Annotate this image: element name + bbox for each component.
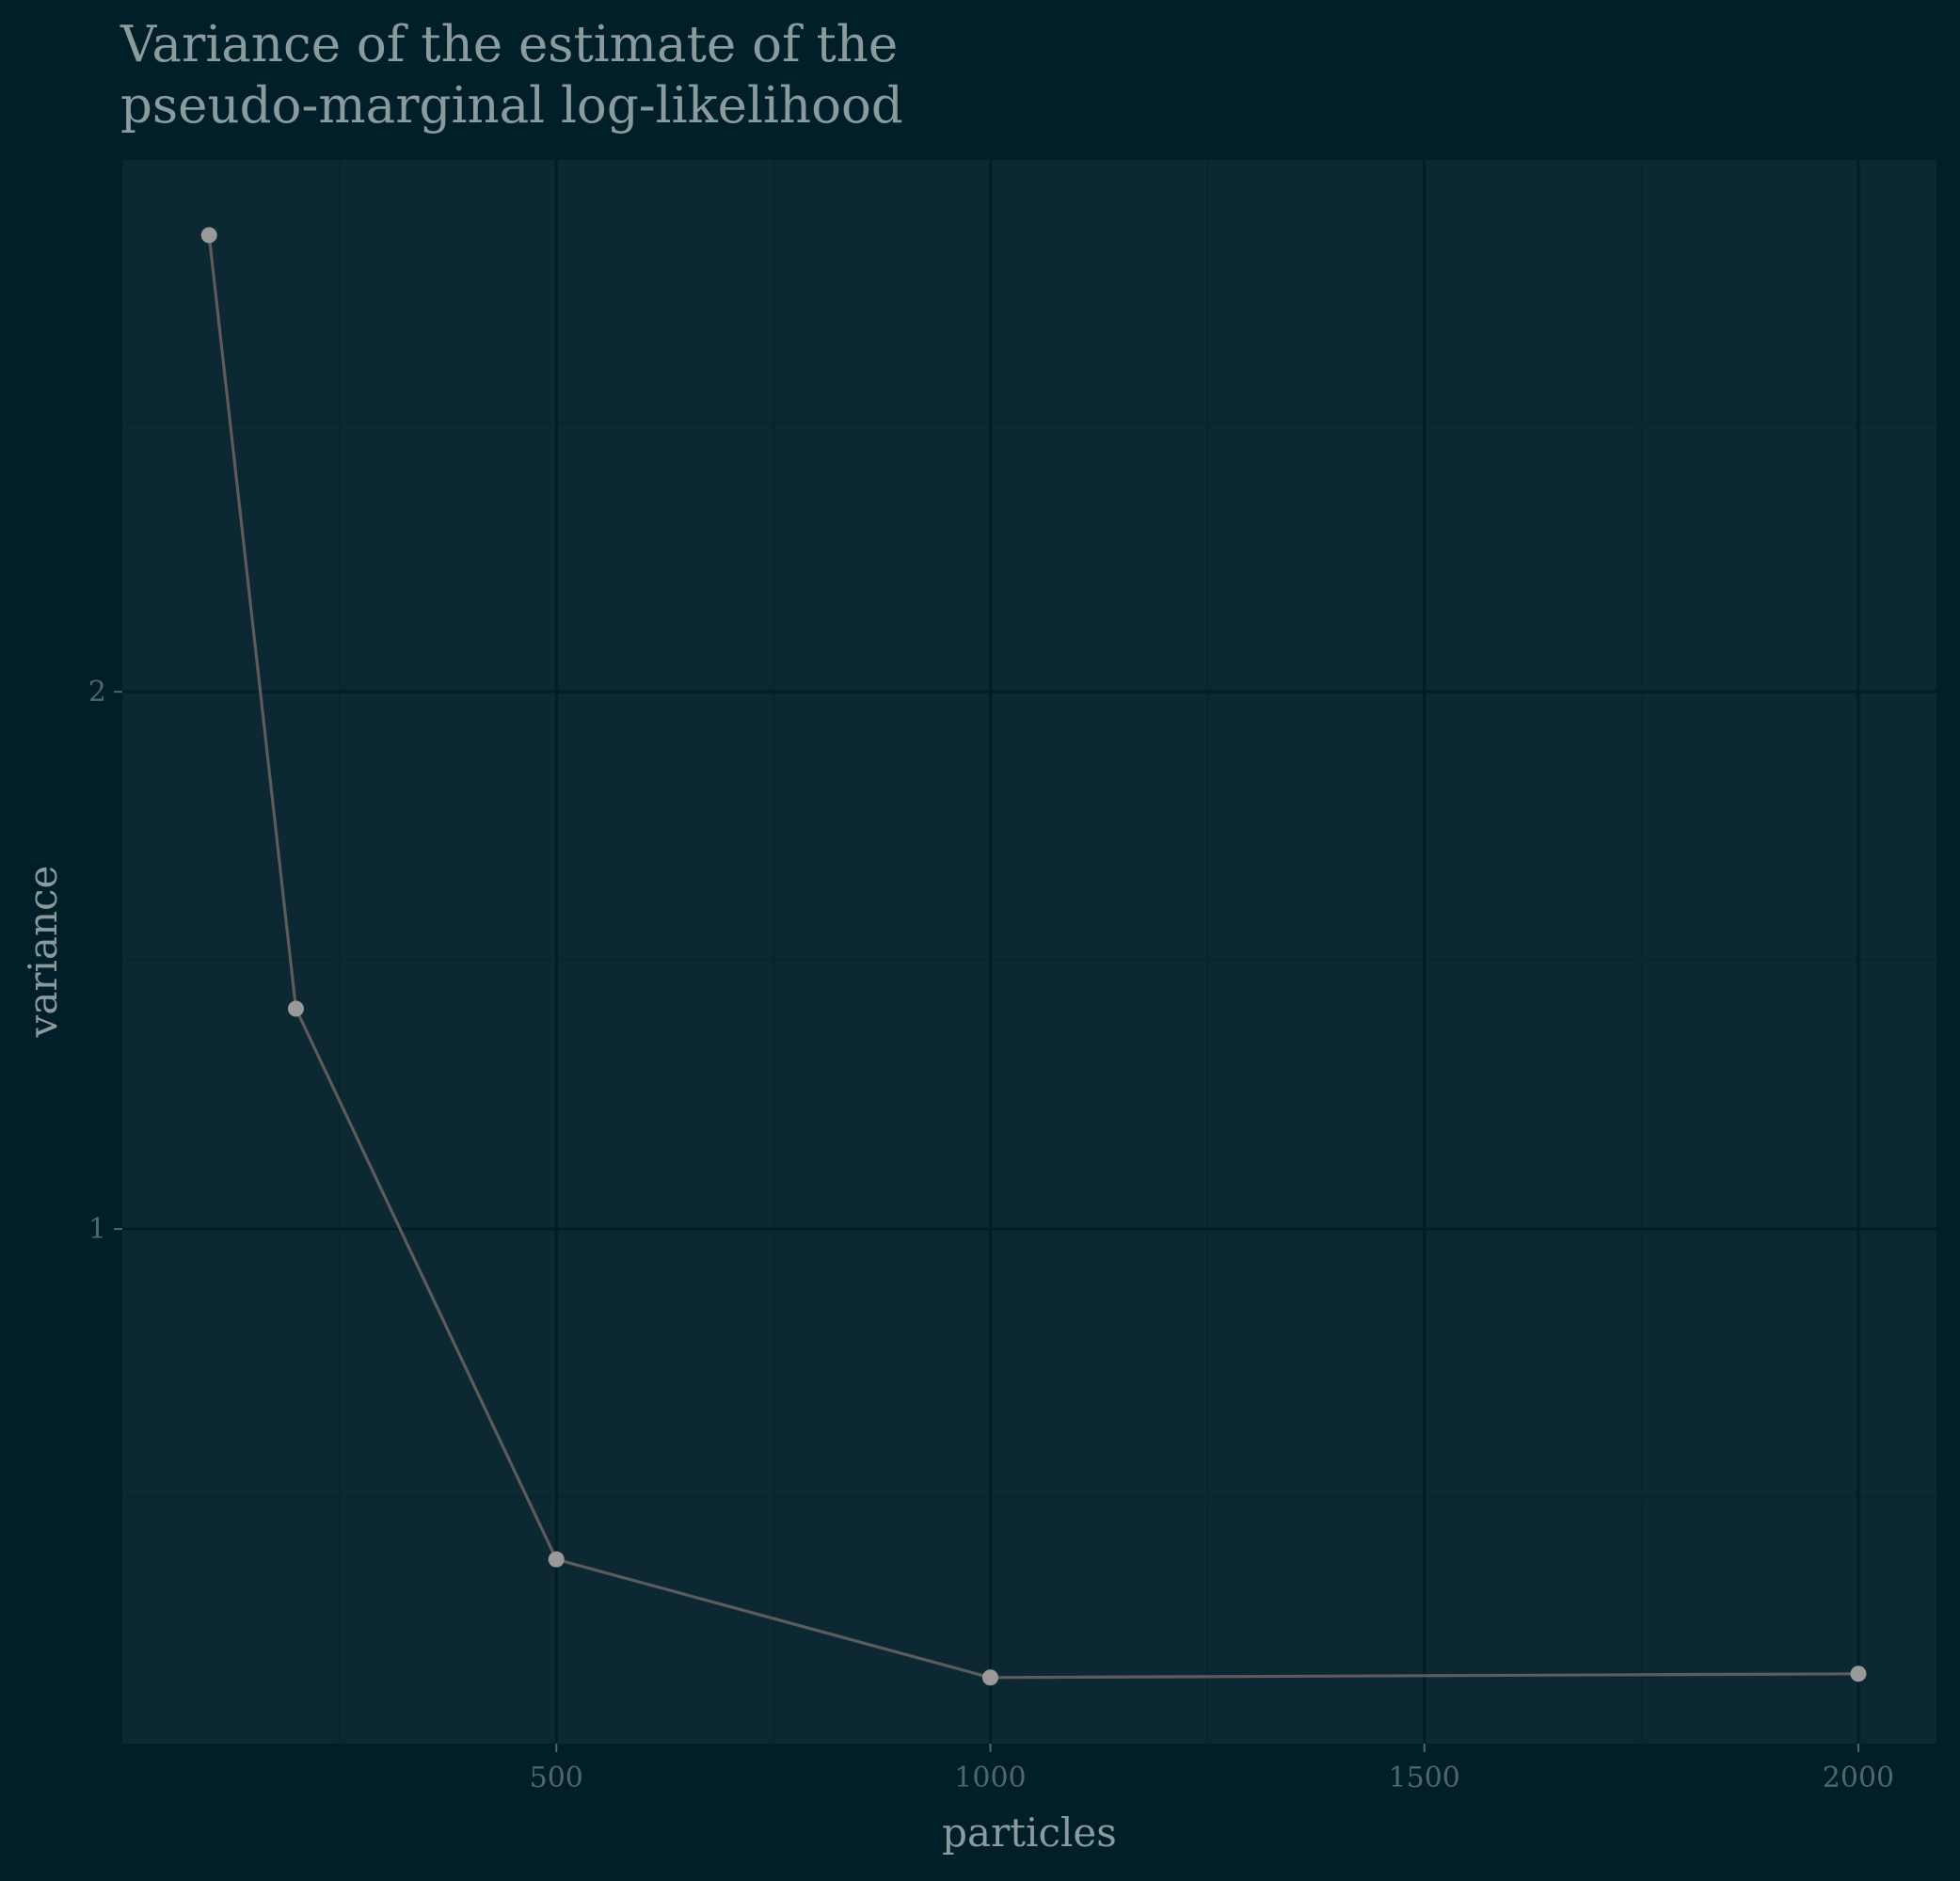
data-point bbox=[1850, 1666, 1867, 1682]
x-tick-label: 1500 bbox=[1389, 1761, 1460, 1794]
minor-gridlines bbox=[122, 160, 1936, 1744]
data-point bbox=[981, 1669, 998, 1686]
major-gridlines bbox=[122, 160, 1936, 1744]
y-tick-label: 1 bbox=[88, 1213, 106, 1246]
data-point bbox=[548, 1551, 565, 1568]
x-tick-label: 1000 bbox=[954, 1761, 1026, 1794]
x-axis-title: particles bbox=[942, 1809, 1117, 1856]
chart-title-line-2: pseudo-marginal log-likelihood bbox=[120, 77, 903, 135]
data-point bbox=[200, 227, 217, 244]
y-axis-title: variance bbox=[20, 866, 66, 1039]
y-tick-label: 2 bbox=[88, 676, 106, 709]
plot-panel bbox=[122, 160, 1936, 1744]
data-point bbox=[287, 1000, 304, 1017]
chart-title-line-1: Variance of the estimate of the bbox=[120, 16, 898, 73]
series-layer bbox=[200, 227, 1867, 1686]
x-tick-label: 2000 bbox=[1823, 1761, 1894, 1794]
x-tick-label: 500 bbox=[530, 1761, 583, 1794]
axes: 500 1000 1500 2000 1 2 bbox=[88, 676, 1894, 1794]
